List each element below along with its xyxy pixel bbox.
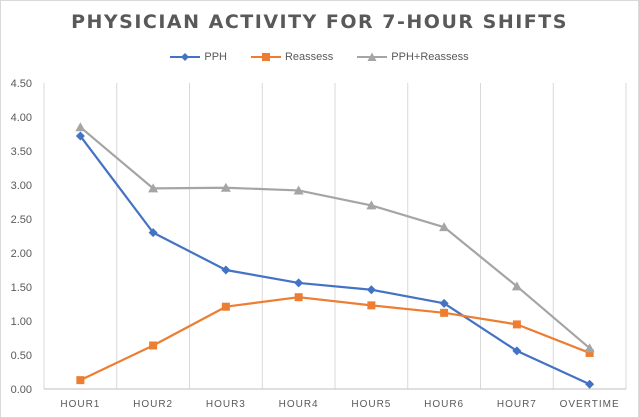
y-tick-label: 1.50 [11,282,32,294]
series-markers [75,122,595,389]
data-point-pph-reassess [511,281,522,291]
chart-title: PHYSICIAN ACTIVITY FOR 7-HOUR SHIFTS [71,11,568,33]
legend: PPH Reassess PPH+Reassess [1,51,638,63]
series-line-reassess [79,296,591,382]
legend-marker-pph [170,53,201,61]
data-point-pph [366,285,376,295]
data-point-pph [294,278,304,288]
data-point-reassess [221,302,230,311]
x-tick-label: HOUR5 [351,399,391,410]
legend-item-reassess: Reassess [250,51,334,63]
data-point-pph-reassess [148,183,159,193]
x-tick-label: HOUR2 [133,399,173,410]
x-tick-label: HOUR6 [424,399,464,410]
y-tick-label: 2.50 [11,214,32,226]
y-tick-label: 3.00 [11,180,32,192]
series-line-pph [79,135,591,386]
x-tick-label: HOUR7 [497,399,537,410]
x-tick-label: HOUR4 [279,399,319,410]
data-point-pph [75,131,85,141]
data-point-pph [148,228,158,238]
data-point-pph-reassess [366,200,377,210]
data-point-pph [221,265,231,275]
legend-label-pph: PPH [204,51,227,63]
y-tick-label: 4.00 [11,112,32,124]
data-point-reassess [76,376,85,385]
legend-label-pph-reassess: PPH+Reassess [391,51,469,63]
x-tick-label: OVERTIME [560,399,620,410]
data-point-pph-reassess [220,182,231,192]
legend-marker-reassess [250,53,281,61]
series-lines [79,126,591,386]
tick-labels: 0.00 0.50 1.00 1.50 2.00 2.50 3.00 3.50 4.00 4.50… [11,78,620,410]
data-point-pph-reassess [584,343,595,353]
data-point-pph [585,379,595,389]
x-tick-label: HOUR3 [206,399,246,410]
data-point-pph [512,346,522,356]
data-point-reassess [440,308,449,317]
legend-marker-pph-reassess [357,52,388,61]
data-point-reassess [149,341,158,350]
y-tick-label: 0.50 [11,350,32,362]
y-tick-label: 2.00 [11,248,32,260]
grid-lines [43,83,627,389]
data-point-reassess [294,293,303,302]
data-point-pph-reassess [439,222,450,232]
series-line-pph-reassess [79,126,591,350]
legend-item-pph-reassess: PPH+Reassess [357,51,469,63]
data-point-reassess [585,348,594,357]
data-point-reassess [512,320,521,329]
data-point-pph-reassess [75,122,86,132]
data-point-reassess [367,301,376,310]
x-tick-label: HOUR1 [60,399,100,410]
data-point-pph [439,298,449,308]
y-tick-label: 4.50 [11,78,32,90]
data-point-pph-reassess [293,185,304,195]
y-tick-label: 1.00 [11,316,32,328]
y-tick-label: 3.50 [11,146,32,158]
legend-item-pph: PPH [170,51,227,63]
legend-label-reassess: Reassess [284,51,334,63]
y-tick-label: 0.00 [11,384,32,396]
